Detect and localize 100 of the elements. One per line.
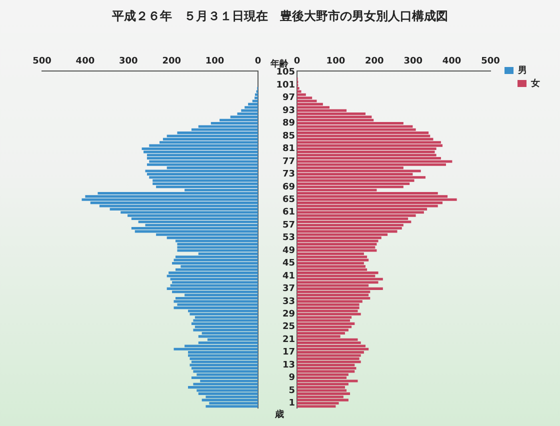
bar [297, 141, 441, 144]
y-tick-label: 93 [282, 106, 295, 116]
bar [254, 93, 258, 96]
bar [202, 398, 258, 402]
x-tick-label: 0 [294, 56, 300, 67]
bar [144, 150, 258, 154]
bar [297, 344, 366, 348]
bar [174, 348, 258, 350]
bar [297, 170, 421, 172]
bar [85, 195, 258, 198]
bar [297, 366, 356, 370]
bar [297, 150, 435, 154]
legend-label: 女 [530, 78, 540, 89]
bar [297, 242, 377, 246]
y-tick-label: 37 [282, 284, 295, 294]
bar [174, 258, 258, 262]
x-tick-label: 100 [205, 56, 224, 67]
bar [297, 398, 348, 402]
bar [145, 170, 258, 172]
bar [297, 134, 430, 138]
bar [190, 357, 258, 360]
bar [175, 296, 258, 300]
bar [134, 230, 258, 233]
bar [166, 287, 258, 290]
bar [191, 366, 258, 370]
text: 歳 [274, 408, 284, 420]
bar [170, 284, 258, 287]
bar [146, 172, 258, 176]
y-tick-label: 77 [282, 156, 295, 167]
y-tick-label: 29 [282, 310, 295, 320]
bar [297, 265, 366, 268]
bar [297, 326, 352, 328]
bar [297, 380, 358, 382]
bar [152, 182, 258, 186]
bar [177, 303, 258, 306]
bar [297, 312, 361, 316]
bar [297, 386, 345, 389]
y-tick-label: 89 [282, 118, 295, 129]
bar [174, 306, 258, 310]
bar [297, 258, 369, 262]
y-tick-label: 73 [282, 170, 295, 180]
bar [297, 405, 336, 408]
bar [168, 272, 258, 274]
y-tick-label: 53 [282, 233, 295, 244]
bar [297, 338, 358, 341]
y-tick-label: 41 [282, 271, 295, 282]
bar [177, 246, 258, 249]
bar [175, 256, 258, 258]
bar [149, 176, 258, 179]
bar [297, 328, 348, 332]
y-tick-label: 21 [282, 334, 295, 345]
bar [206, 405, 258, 408]
bar [152, 179, 258, 182]
bar [162, 138, 258, 140]
y-tick-label: 45 [282, 258, 295, 269]
bar [131, 226, 258, 230]
y-tick-label: 13 [282, 360, 295, 370]
bar [297, 296, 370, 300]
bar [146, 154, 258, 156]
bar [82, 198, 258, 201]
bar [166, 274, 258, 278]
x-tick-label: 500 [32, 56, 52, 67]
bar [297, 249, 377, 252]
bar [297, 256, 368, 258]
bar [297, 306, 360, 310]
bar [170, 278, 258, 280]
bar [297, 389, 347, 392]
bar [297, 96, 312, 100]
bar [146, 163, 258, 166]
bar [297, 357, 360, 360]
x-tick-label: 300 [119, 56, 138, 67]
bar [297, 272, 378, 274]
bar [297, 211, 424, 214]
y-tick-label: 25 [282, 322, 295, 332]
bar [297, 287, 383, 290]
bar [191, 322, 258, 325]
bar [297, 144, 443, 147]
bar [297, 160, 452, 163]
bar [131, 217, 258, 220]
bar [166, 134, 258, 138]
bar [297, 354, 361, 357]
bar [297, 132, 429, 134]
bar [177, 249, 258, 252]
bar [297, 310, 358, 312]
y-tick-label: 61 [282, 208, 295, 218]
bar [297, 332, 345, 335]
x-tick-label: 200 [162, 56, 181, 67]
bar [254, 96, 258, 100]
bar [149, 160, 258, 163]
y-tick-label: 97 [282, 93, 295, 104]
y-tick-label: 17 [282, 348, 295, 358]
y-tick-label: 5 [288, 386, 295, 396]
bar [297, 278, 383, 280]
bar [297, 116, 372, 118]
bar [188, 386, 258, 389]
bar [297, 319, 350, 322]
bar [241, 109, 258, 112]
bar [190, 364, 258, 366]
bar [297, 294, 369, 296]
x-tick-label: 500 [481, 56, 500, 67]
